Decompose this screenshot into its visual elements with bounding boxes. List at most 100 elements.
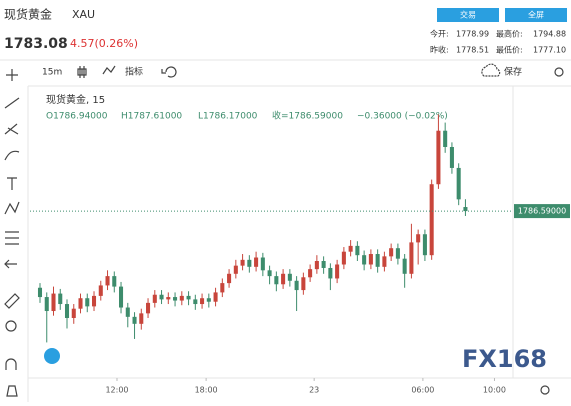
candle-body <box>416 234 421 243</box>
candle-body <box>213 292 218 302</box>
candle-body <box>254 257 259 267</box>
candle-body <box>321 261 326 268</box>
candle-body <box>341 251 346 265</box>
line-tool[interactable] <box>4 97 20 109</box>
candle-body <box>119 286 124 308</box>
candle-body <box>328 267 333 279</box>
candle-body <box>152 294 157 303</box>
candle-body <box>51 293 56 312</box>
candle-body <box>301 277 306 291</box>
candle-body <box>456 167 461 200</box>
price: 1783.08 <box>4 36 68 52</box>
stat-label: 今开: <box>430 29 449 39</box>
stat-value: 1778.99 <box>456 30 489 39</box>
candle-body <box>443 130 448 147</box>
drawing-tools <box>4 69 20 397</box>
candle-body <box>287 273 292 281</box>
interval[interactable]: 15m <box>42 68 62 78</box>
cloud-badge[interactable] <box>44 348 60 364</box>
candle-body <box>98 285 103 296</box>
trade-label[interactable]: 交易 <box>460 10 476 20</box>
candle-body <box>146 302 151 314</box>
candle-body <box>463 207 468 212</box>
candle-body <box>409 242 414 274</box>
ohlc-low: L1786.17000 <box>198 112 258 122</box>
candle-body <box>449 147 454 168</box>
candle-body <box>71 308 76 318</box>
candle-body <box>247 259 252 267</box>
candle-body <box>382 256 387 267</box>
indicator-icon[interactable] <box>102 65 116 75</box>
cloud-icon[interactable] <box>481 63 501 77</box>
candle-body <box>206 298 211 302</box>
magnet-tool[interactable] <box>5 358 17 370</box>
fullscreen-button[interactable] <box>505 8 567 22</box>
chart-title: 现货黄金, 15 <box>46 93 105 106</box>
candle-body <box>112 276 117 287</box>
forecast-tool[interactable] <box>5 231 19 245</box>
candle-body <box>44 297 49 312</box>
stat-value: 1777.10 <box>533 46 566 55</box>
candle-body <box>37 287 43 298</box>
x-tick-label: 18:00 <box>195 386 218 395</box>
candle-body <box>308 269 313 278</box>
candle-body <box>355 245 360 256</box>
axis-settings[interactable] <box>540 385 550 395</box>
pattern-tool[interactable] <box>4 201 20 215</box>
text-tool[interactable] <box>7 177 17 190</box>
candle-body <box>200 298 205 305</box>
candle-body <box>85 298 90 307</box>
candle-body <box>267 270 272 277</box>
instrument-name: 现货黄金 <box>4 7 52 22</box>
stat-value: 1794.88 <box>533 30 566 39</box>
trade-button[interactable] <box>437 8 499 22</box>
stat-value: 1778.51 <box>456 46 489 55</box>
symbol: XAU <box>72 8 95 21</box>
change: 4.57(0.26%) <box>70 37 138 50</box>
candle-body <box>91 295 97 307</box>
candle-body <box>260 257 265 271</box>
candle-body <box>179 295 184 301</box>
candle-body <box>105 276 110 286</box>
fib-tool[interactable] <box>4 123 19 135</box>
candle-body <box>375 254 380 267</box>
candle-body <box>193 299 198 305</box>
stat-label: 最高价: <box>496 29 523 39</box>
candle-body <box>125 307 130 317</box>
last-price-tag <box>514 204 570 219</box>
candle-body <box>139 313 144 324</box>
candle-body <box>173 297 178 301</box>
ohlc-open: O1786.94000 <box>46 112 108 122</box>
candle-body <box>294 280 299 291</box>
candle-body <box>281 273 286 285</box>
candle-body <box>429 184 434 256</box>
candle-body <box>422 234 427 256</box>
zoom-tool[interactable] <box>5 320 17 332</box>
trash-tool[interactable] <box>6 385 18 397</box>
ohlc-high: H1787.61000 <box>121 112 182 122</box>
candle-body <box>348 245 353 252</box>
watermark: FX168 <box>462 345 547 373</box>
brush-tool[interactable] <box>4 150 20 161</box>
candle-body <box>58 293 63 305</box>
stat-label: 昨收: <box>430 45 449 55</box>
crosshair-tool[interactable] <box>6 69 18 81</box>
back-tool[interactable] <box>4 259 17 269</box>
save[interactable]: 保存 <box>504 66 522 78</box>
candle-body <box>233 265 238 274</box>
undo-icon[interactable] <box>161 66 177 78</box>
candle-body <box>362 255 367 265</box>
candle-body <box>78 298 83 309</box>
candle-body <box>335 264 340 279</box>
settings-icon[interactable] <box>554 67 564 77</box>
candle-body <box>159 294 164 300</box>
x-tick-label: 10:00 <box>483 386 506 395</box>
ruler-tool[interactable] <box>4 293 20 309</box>
candle-body <box>314 261 319 270</box>
fullscreen-label[interactable]: 全屏 <box>528 10 544 20</box>
candle-body <box>166 297 171 300</box>
stat-label: 最低价: <box>496 45 523 55</box>
candle-icon[interactable] <box>77 66 87 78</box>
indicators[interactable]: 指标 <box>125 66 143 78</box>
